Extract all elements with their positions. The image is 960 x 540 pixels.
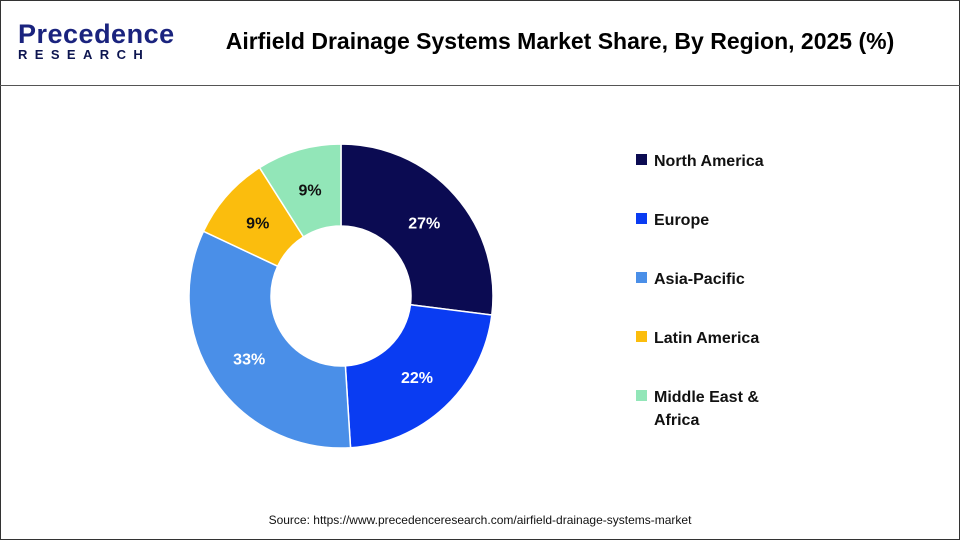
data-label: 9%: [246, 216, 269, 233]
data-label: 33%: [233, 351, 265, 368]
data-label: 22%: [401, 370, 433, 387]
legend-item: Latin America: [636, 327, 796, 350]
legend-label: Latin America: [654, 330, 760, 347]
donut-slice-asia-pacific: [188, 230, 352, 449]
header: Precedence RESEARCH Airfield Drainage Sy…: [0, 0, 960, 86]
chart-title: Airfield Drainage Systems Market Share, …: [225, 28, 895, 54]
legend-label: Europe: [654, 212, 710, 229]
legend-item: Asia-Pacific: [636, 268, 796, 291]
legend-label: Middle East & Africa: [654, 389, 759, 429]
data-label: 9%: [298, 182, 321, 199]
donut-slice-middle-east-africa: [258, 143, 342, 238]
legend-swatch: [636, 272, 647, 283]
data-label: 27%: [408, 216, 440, 233]
legend-item: Middle East & Africa: [636, 386, 796, 432]
precedence-research-logo: Precedence RESEARCH: [18, 19, 175, 64]
legend-swatch: [636, 390, 647, 401]
legend-label: Asia-Pacific: [654, 271, 745, 288]
logo-line2: RESEARCH: [18, 47, 151, 62]
legend-swatch: [636, 331, 647, 342]
logo-line1: Precedence: [18, 19, 175, 49]
source-text: Source: https://www.precedenceresearch.c…: [268, 513, 692, 527]
legend-swatch: [636, 154, 647, 165]
legend-item: North America: [636, 150, 796, 173]
legend-item: Europe: [636, 209, 796, 232]
legend-swatch: [636, 213, 647, 224]
legend-label: North America: [654, 153, 764, 170]
donut-chart: 27% 22% 33% 9% 9%: [188, 143, 494, 449]
donut-slice-north-america: [340, 143, 494, 316]
donut-slice-europe: [344, 303, 493, 449]
